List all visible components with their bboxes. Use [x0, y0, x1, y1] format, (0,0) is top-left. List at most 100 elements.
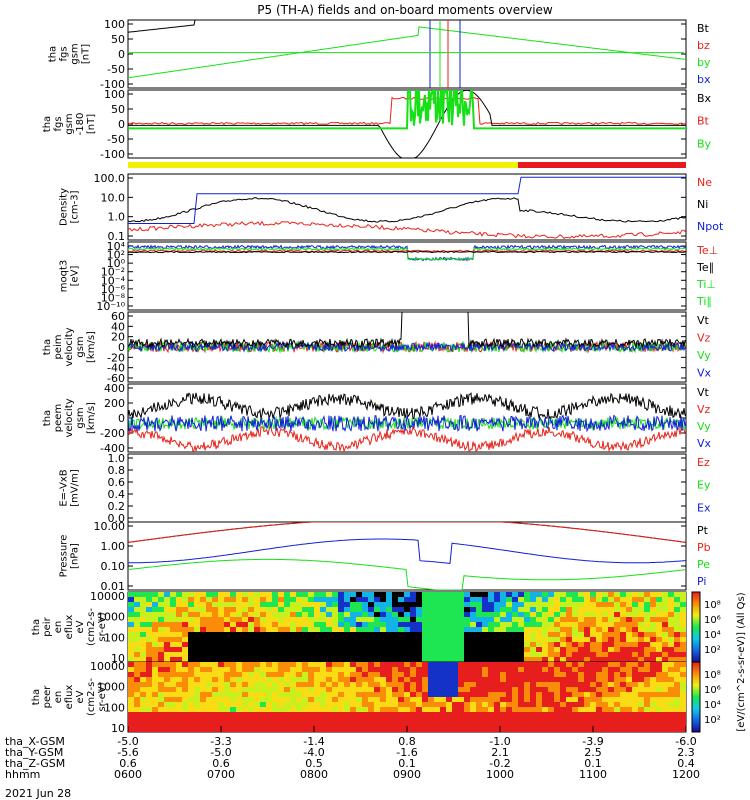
heatmap-cell: [602, 697, 608, 702]
heatmap-cell: [200, 592, 206, 597]
heatmap-cell: [380, 617, 386, 622]
heatmap-cell: [500, 647, 506, 652]
heatmap-cell: [260, 687, 266, 692]
heatmap-cell: [584, 647, 590, 652]
heatmap-cell: [224, 692, 230, 697]
heatmap-cell: [368, 597, 374, 602]
heatmap-cell: [674, 622, 680, 627]
legend-entry: By: [697, 137, 712, 150]
heatmap-cell: [428, 637, 434, 642]
heatmap-cell: [212, 652, 218, 657]
heatmap-cell: [176, 717, 182, 722]
heatmap-cell: [446, 662, 452, 667]
heatmap-cell: [536, 617, 542, 622]
heatmap-cell: [548, 642, 554, 647]
heatmap-cell: [380, 602, 386, 607]
heatmap-cell: [674, 727, 680, 732]
heatmap-cell: [332, 662, 338, 667]
heatmap-cell: [296, 707, 302, 712]
heatmap-cell: [350, 667, 356, 672]
heatmap-cell: [674, 637, 680, 642]
heatmap-cell: [344, 612, 350, 617]
heatmap-cell: [386, 672, 392, 677]
heatmap-cell: [674, 722, 680, 727]
heatmap-cell: [524, 642, 530, 647]
heatmap-cell: [158, 647, 164, 652]
heatmap-cell: [314, 637, 320, 642]
heatmap-cell: [632, 637, 638, 642]
heatmap-cell: [344, 722, 350, 727]
heatmap-cell: [470, 627, 476, 632]
heatmap-cell: [656, 702, 662, 707]
heatmap-cell: [446, 722, 452, 727]
heatmap-cell: [548, 727, 554, 732]
heatmap-cell: [548, 687, 554, 692]
heatmap-cell: [566, 662, 572, 667]
heatmap-cell: [356, 692, 362, 697]
heatmap-cell: [356, 682, 362, 687]
heatmap-cell: [350, 677, 356, 682]
heatmap-cell: [524, 687, 530, 692]
heatmap-cell: [596, 592, 602, 597]
heatmap-cell: [224, 617, 230, 622]
heatmap-cell: [584, 637, 590, 642]
heatmap-cell: [560, 652, 566, 657]
heatmap-cell: [428, 592, 434, 597]
heatmap-cell: [188, 602, 194, 607]
heatmap-cell: [398, 717, 404, 722]
heatmap-cell: [470, 667, 476, 672]
heatmap-cell: [656, 687, 662, 692]
heatmap-cell: [242, 662, 248, 667]
heatmap-cell: [632, 607, 638, 612]
heatmap-cell: [536, 677, 542, 682]
heatmap-cell: [392, 627, 398, 632]
heatmap-cell: [218, 592, 224, 597]
heatmap-cell: [272, 602, 278, 607]
heatmap-cell: [512, 612, 518, 617]
heatmap-cell: [608, 652, 614, 657]
heatmap-cell: [218, 617, 224, 622]
heatmap-cell: [512, 712, 518, 717]
heatmap-cell: [656, 697, 662, 702]
heatmap-cell: [662, 612, 668, 617]
heatmap-cell: [590, 707, 596, 712]
heatmap-cell: [224, 722, 230, 727]
heatmap-cell: [272, 657, 278, 662]
heatmap-cell: [494, 672, 500, 677]
heatmap-cell: [194, 652, 200, 657]
heatmap-cell: [260, 622, 266, 627]
heatmap-cell: [398, 677, 404, 682]
heatmap-cell: [662, 712, 668, 717]
heatmap-cell: [560, 647, 566, 652]
heatmap-cell: [284, 637, 290, 642]
heatmap-cell: [356, 677, 362, 682]
heatmap-cell: [386, 592, 392, 597]
heatmap-cell: [290, 667, 296, 672]
legend-entry: Pe: [697, 558, 710, 571]
heatmap-cell: [518, 727, 524, 732]
heatmap-cell: [176, 622, 182, 627]
heatmap-cell: [374, 632, 380, 637]
heatmap-cell: [638, 622, 644, 627]
heatmap-cell: [458, 687, 464, 692]
heatmap-cell: [560, 607, 566, 612]
heatmap-cell: [482, 627, 488, 632]
heatmap-cell: [416, 692, 422, 697]
heatmap-cell: [608, 677, 614, 682]
heatmap-cell: [362, 607, 368, 612]
heatmap-cell: [134, 707, 140, 712]
heatmap-cell: [422, 602, 428, 607]
heatmap-cell: [608, 592, 614, 597]
heatmap-cell: [458, 647, 464, 652]
heatmap-cell: [206, 617, 212, 622]
heatmap-cell: [416, 607, 422, 612]
heatmap-cell: [422, 662, 428, 667]
heatmap-cell: [434, 627, 440, 632]
heatmap-cell: [404, 657, 410, 662]
heatmap-cell: [248, 622, 254, 627]
heatmap-cell: [398, 662, 404, 667]
plot-area: [128, 244, 686, 262]
heatmap-cell: [248, 712, 254, 717]
heatmap-cell: [476, 717, 482, 722]
